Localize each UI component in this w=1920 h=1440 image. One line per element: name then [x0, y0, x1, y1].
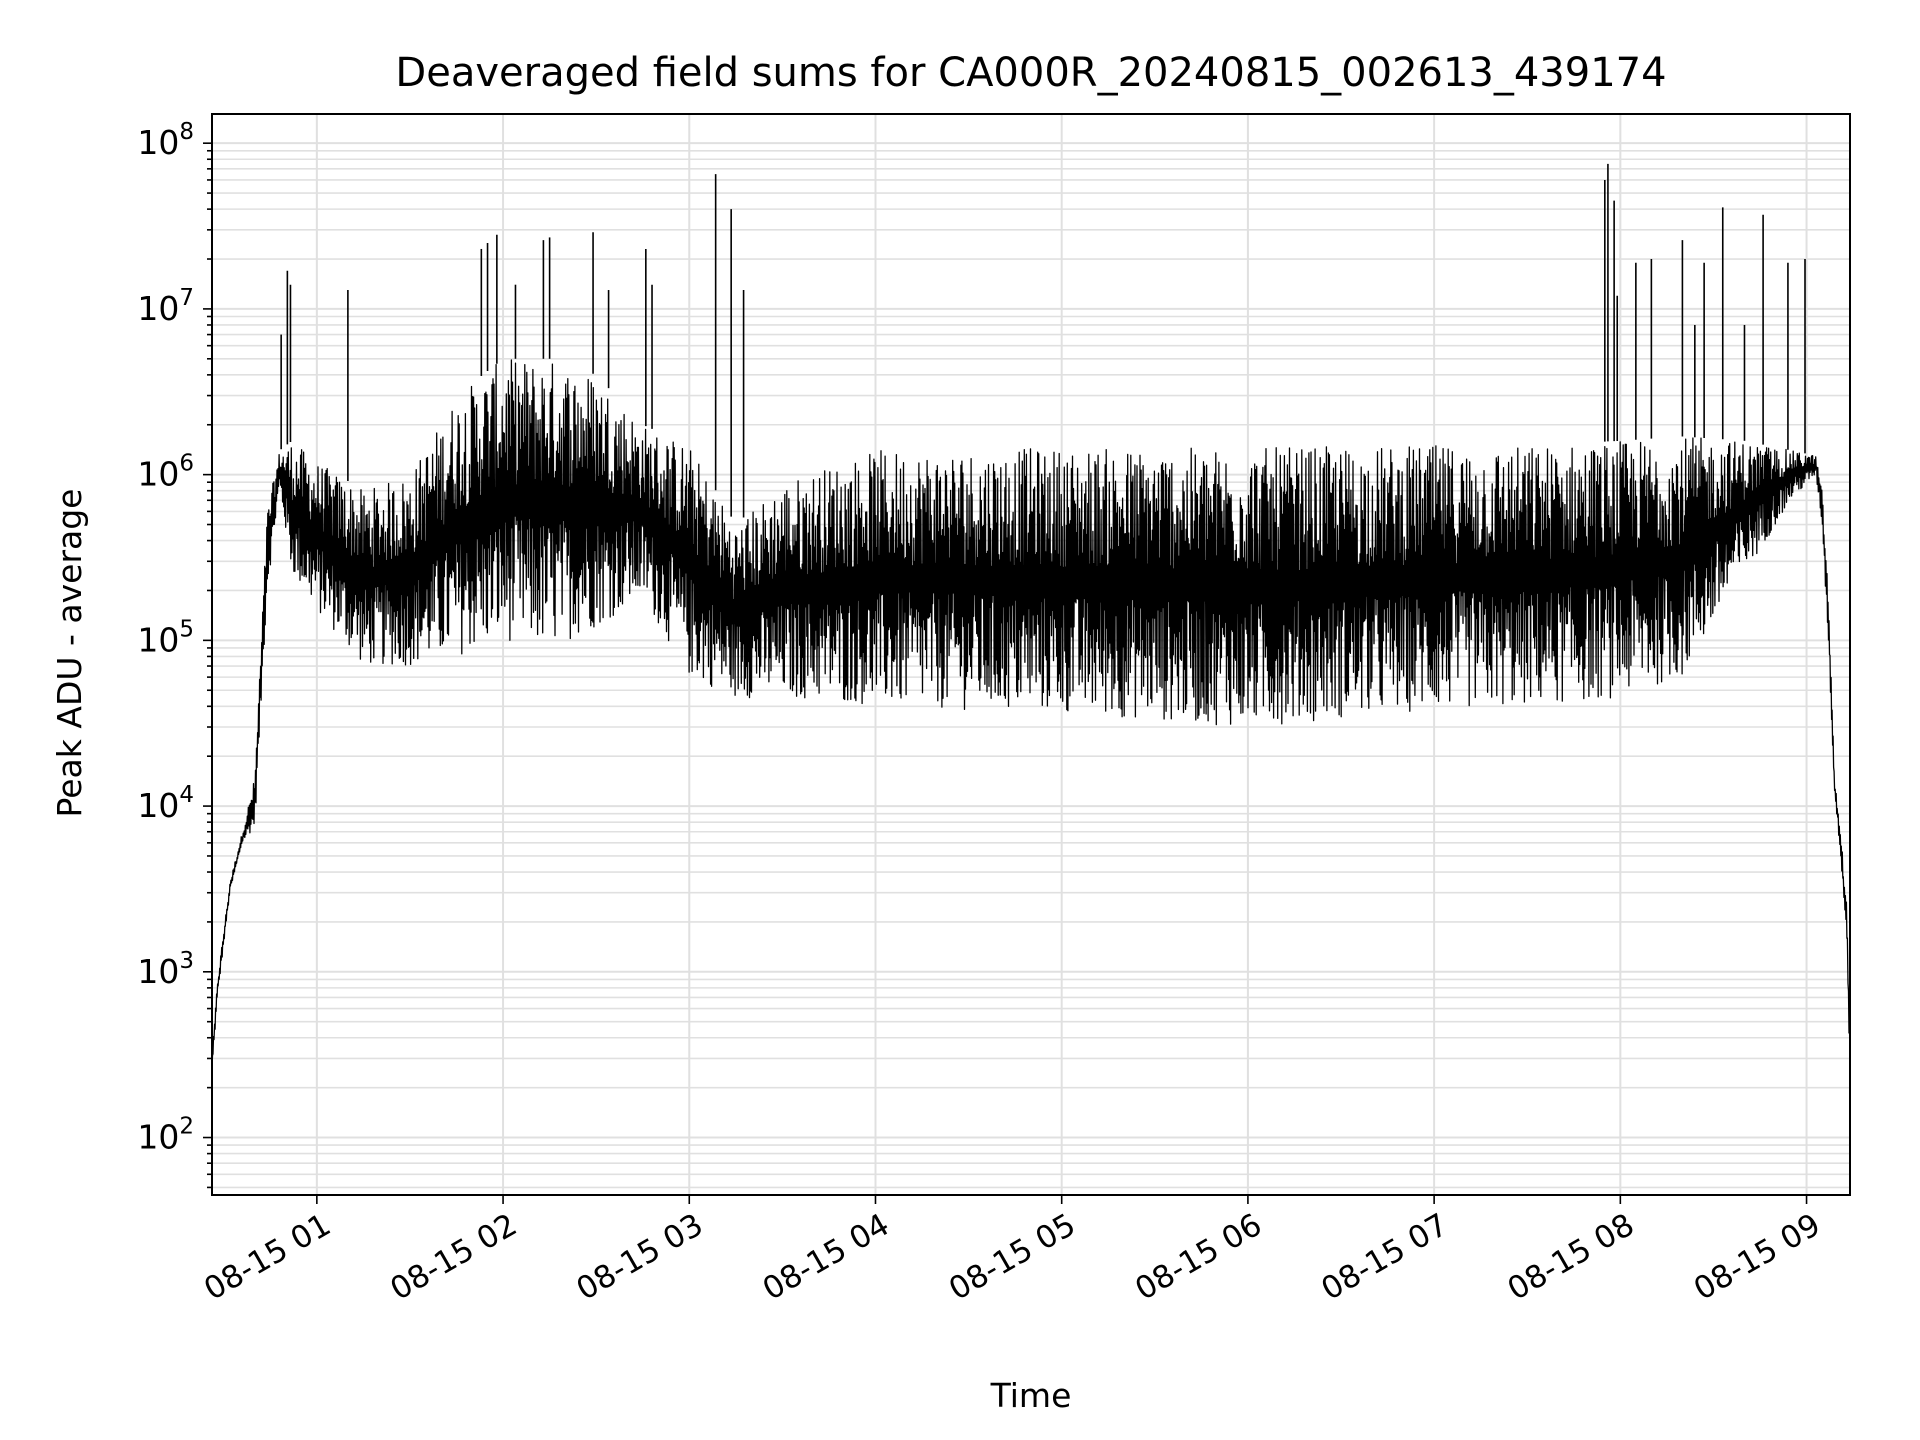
y-tick-label: 102 — [137, 1114, 194, 1157]
y-tick-exponent: 6 — [179, 451, 194, 477]
y-tick-exponent: 2 — [179, 1114, 194, 1140]
y-tick-label: 106 — [137, 451, 194, 494]
plot-area — [211, 163, 1851, 1079]
y-tick-label: 105 — [137, 616, 194, 659]
series-line — [211, 359, 1851, 1079]
y-tick-label: 108 — [137, 119, 194, 162]
y-tick-label: 107 — [137, 285, 194, 328]
y-tick-base: 10 — [137, 289, 179, 328]
y-tick-exponent: 4 — [179, 782, 194, 808]
y-tick-base: 10 — [137, 1118, 179, 1157]
y-tick-exponent: 7 — [179, 285, 194, 311]
y-tick-base: 10 — [137, 123, 179, 162]
axes-frame — [211, 113, 1851, 1196]
y-tick-exponent: 8 — [179, 119, 194, 145]
y-axis-label: Peak ADU - average — [50, 489, 89, 818]
y-tick-base: 10 — [137, 786, 179, 825]
y-tick-exponent: 3 — [179, 948, 194, 974]
y-tick-label: 104 — [137, 782, 194, 825]
y-tick-exponent: 5 — [179, 616, 194, 642]
chart-title: Deaveraged field sums for CA000R_2024081… — [395, 50, 1666, 96]
y-tick-base: 10 — [137, 952, 179, 991]
x-axis-label: Time — [990, 1376, 1072, 1415]
y-tick-base: 10 — [137, 620, 179, 659]
y-tick-label: 103 — [137, 948, 194, 991]
y-tick-base: 10 — [137, 455, 179, 494]
